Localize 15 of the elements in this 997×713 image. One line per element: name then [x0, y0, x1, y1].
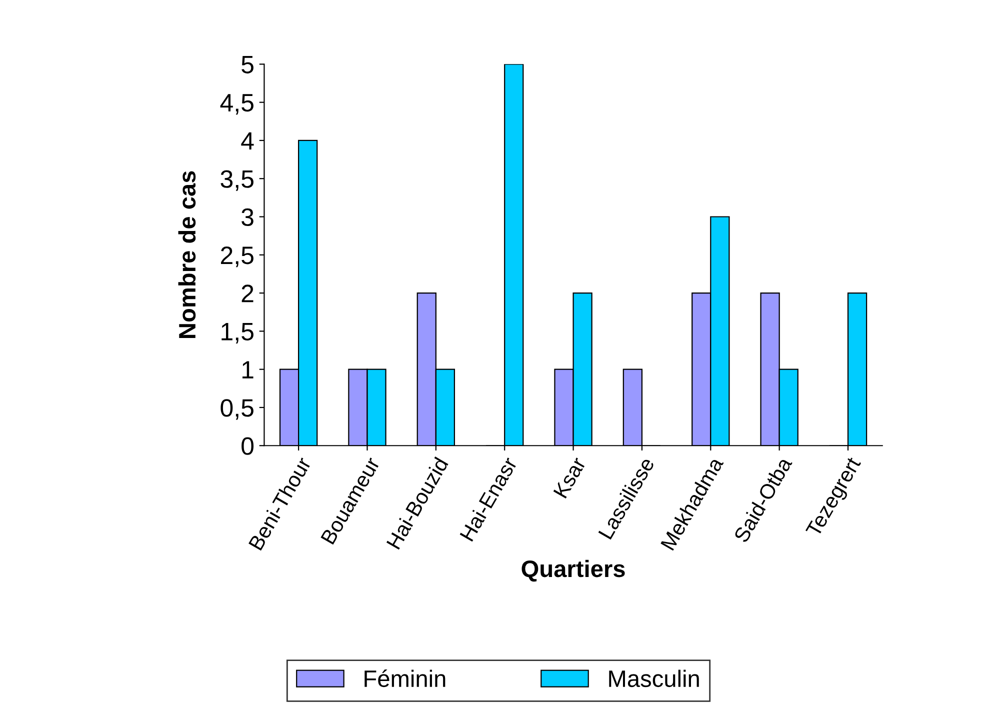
y-tick-label: 0,5 [220, 399, 254, 420]
y-axis-title: Nombre de cas [178, 171, 196, 338]
y-tick-label: 2,5 [220, 246, 254, 268]
y-tick-label: 3,5 [220, 170, 254, 191]
legend-label: Féminin [364, 669, 446, 688]
y-tick-label: 1,5 [222, 323, 254, 344]
legend-label: Masculin [609, 670, 699, 688]
y-tick-label: 5 [242, 56, 254, 74]
y-tick-label: 4,5 [220, 94, 254, 115]
y-tick-label: 0 [242, 437, 254, 455]
y-tick-label: 3 [242, 208, 254, 226]
y-tick-label: 4 [241, 132, 254, 150]
x-axis-title: Quartiers [522, 560, 625, 582]
y-tick-label: 2 [242, 284, 254, 302]
y-tick-label: 1 [242, 361, 254, 378]
